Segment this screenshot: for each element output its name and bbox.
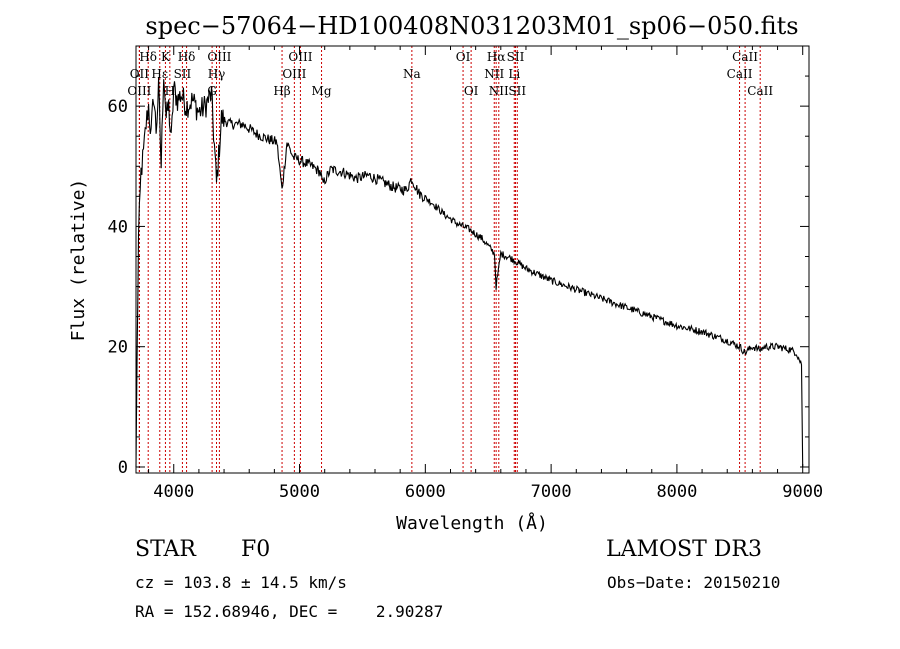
line-label: Hδ bbox=[178, 50, 196, 64]
line-label: K bbox=[161, 50, 171, 64]
survey-name: LAMOST DR3 bbox=[606, 537, 762, 562]
y-tick-label: 60 bbox=[108, 97, 128, 117]
line-label: Hδ bbox=[139, 50, 157, 64]
line-label: NII bbox=[489, 84, 509, 98]
object-type: STAR bbox=[135, 537, 196, 562]
line-label: Na bbox=[403, 67, 421, 81]
line-label: Mg bbox=[312, 84, 332, 98]
line-label: OI bbox=[456, 50, 471, 64]
x-axis: 4000 5000 6000 7000 8000 9000 bbox=[148, 46, 823, 502]
line-label: SII bbox=[508, 84, 526, 98]
plot-frame bbox=[135, 45, 810, 474]
line-label: Hβ bbox=[273, 84, 290, 98]
coordinates: RA = 152.68946, DEC = 2.90287 bbox=[135, 602, 444, 621]
x-tick-label: 6000 bbox=[405, 482, 446, 502]
y-axis-label: Flux (relative) bbox=[68, 179, 89, 342]
y-tick-label: 0 bbox=[118, 458, 128, 478]
line-label: OIII bbox=[288, 50, 312, 64]
line-label: CaII bbox=[747, 84, 773, 98]
chart-title: spec−57064−HD100408N031203M01_sp06−050.f… bbox=[145, 12, 798, 40]
x-tick-label: 9000 bbox=[782, 482, 823, 502]
redshift-cz: cz = 103.8 ± 14.5 km/s bbox=[135, 573, 347, 592]
line-label: OIII bbox=[127, 84, 151, 98]
line-label: SII bbox=[507, 50, 525, 64]
x-tick-label: 4000 bbox=[153, 482, 194, 502]
y-tick-label: 20 bbox=[108, 338, 128, 358]
spectrum-line bbox=[135, 76, 804, 468]
line-label: NII bbox=[484, 67, 504, 81]
line-label: OII bbox=[130, 67, 150, 81]
y-tick-label: 40 bbox=[108, 217, 128, 237]
spectrum-chart: spec−57064−HD100408N031203M01_sp06−050.f… bbox=[68, 12, 823, 534]
line-label: SII bbox=[174, 67, 192, 81]
line-label: Hγ bbox=[208, 67, 226, 81]
spectral-subclass: F0 bbox=[241, 537, 271, 562]
observation-date: Obs−Date: 20150210 bbox=[607, 573, 781, 592]
x-tick-label: 5000 bbox=[279, 482, 320, 502]
line-label: CaII bbox=[727, 67, 753, 81]
x-axis-label: Wavelength (Å) bbox=[396, 512, 548, 534]
spectral-line-markers bbox=[138, 46, 761, 473]
line-label: Hα bbox=[487, 50, 506, 64]
line-label: H bbox=[165, 84, 175, 98]
line-label: OIII bbox=[207, 50, 231, 64]
line-label: OIII bbox=[282, 67, 306, 81]
x-tick-label: 8000 bbox=[656, 482, 697, 502]
line-label: Li bbox=[508, 67, 520, 81]
line-label: CaII bbox=[732, 50, 758, 64]
line-label: OI bbox=[464, 84, 479, 98]
y-axis: 0 20 40 60 bbox=[108, 75, 809, 478]
x-tick-label: 7000 bbox=[531, 482, 572, 502]
line-label: Hε bbox=[151, 67, 168, 81]
